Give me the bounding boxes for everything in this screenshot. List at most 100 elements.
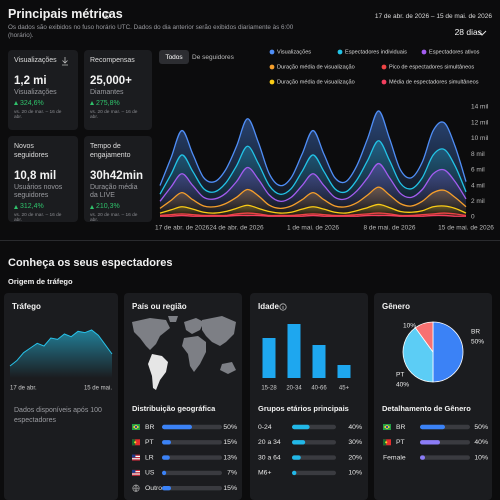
continent (182, 336, 206, 372)
tab-active[interactable] (159, 50, 189, 64)
up-arrow (14, 204, 18, 209)
bar-track (162, 440, 222, 445)
continent-highlight (148, 354, 168, 390)
x-tick-label: 15 de mai. (84, 386, 112, 392)
x-tick-label: 17 de abr. (10, 386, 37, 392)
metric-change-row: 275,8% (90, 100, 144, 107)
card (8, 136, 78, 222)
bar-track (292, 470, 336, 476)
metric-label: Visualizações (14, 88, 57, 96)
metric-card: Tempo de engajamento 30h42min Duração médi… (90, 143, 144, 223)
card (84, 136, 152, 222)
flag (385, 425, 389, 429)
row-value: 10% (474, 454, 488, 461)
flag (132, 469, 140, 472)
flag (132, 457, 140, 459)
download-icon[interactable] (62, 57, 68, 66)
info-icon[interactable] (279, 303, 287, 311)
line (159, 162, 467, 202)
flag (132, 454, 140, 456)
card (4, 293, 118, 500)
metric-title: Novos seguidores (14, 143, 49, 159)
bar (287, 324, 301, 378)
area (10, 330, 112, 378)
row-label: M6+ (258, 470, 271, 477)
metric-card: Novos seguidores 10,8 mil Usuários novos s… (14, 143, 70, 223)
continent (168, 316, 178, 322)
metric-change: 312,4% (20, 203, 44, 210)
y-tick-label: 12 mil (471, 119, 489, 126)
row-label: 0-24 (258, 424, 272, 431)
metric-label: Duração média da LIVE (90, 183, 138, 200)
legend-swatch (421, 49, 427, 55)
metric-title: Recompensas (90, 57, 135, 64)
tab[interactable]: Todos (165, 54, 183, 61)
row-value: 15% (223, 485, 237, 492)
page-title: Principais métricas (8, 7, 123, 21)
legend-label: Pico de espectadores simultâneos (389, 64, 474, 70)
continent (220, 362, 236, 374)
card-title: Idade (258, 302, 279, 311)
flag (132, 458, 140, 460)
legend-label: Duração média de visualização (277, 64, 355, 70)
legend-swatch (269, 49, 275, 55)
bar-track (162, 486, 222, 491)
globe-icon (132, 484, 140, 492)
period-select[interactable]: 28 dias (454, 27, 482, 37)
dropdown-caret[interactable] (477, 30, 487, 36)
pie-slice (414, 321, 434, 354)
x-tick-label: 8 de mai. de 2026 (363, 225, 415, 232)
bar (292, 440, 306, 445)
x-tick-label: 15 de mai. de 2026 (438, 225, 494, 232)
metric-title: Visualizações (14, 57, 57, 64)
metric-card: Visualizações 1,2 mi Visualizações 324,6% vs… (14, 57, 70, 120)
flag (132, 469, 136, 473)
info-icon[interactable] (102, 10, 111, 19)
y-tick-label: 14 mil (471, 104, 489, 111)
line (159, 140, 467, 195)
row-value: 40% (474, 439, 488, 446)
bar (337, 365, 351, 378)
x-tick-label: 17 de abr. de 2026 (155, 225, 210, 232)
row-label: 30 a 64 (258, 454, 281, 461)
world-map (132, 316, 236, 390)
pie-slice (432, 321, 464, 383)
pie-value-label: 40% (396, 382, 409, 389)
legend-swatch (337, 49, 343, 55)
table-title: Distribuição geográfica (132, 404, 216, 413)
row-value: 20% (348, 454, 362, 461)
bar (162, 470, 167, 476)
row-value: 7% (227, 470, 237, 477)
y-tick-label: 2 mil (471, 198, 485, 205)
legend-swatch (269, 79, 275, 85)
x-tick-label: 45+ (339, 386, 350, 392)
bar (292, 470, 297, 476)
legend-label: Espectadores individuais (345, 49, 407, 55)
metric-comparison: vs. 20 de mar. – 16 de abr. (90, 109, 138, 120)
line (159, 203, 467, 214)
flag (132, 439, 136, 446)
row-value: 40% (348, 424, 362, 431)
flag (132, 471, 140, 473)
metric-comparison: vs. 20 de mar. – 16 de abr. (14, 109, 62, 120)
flag (134, 441, 137, 444)
tab[interactable]: De seguidores (192, 54, 235, 61)
line (159, 110, 467, 187)
row-label: LR (145, 454, 154, 461)
metric-change-row: 210,3% (90, 203, 144, 210)
line (159, 212, 467, 217)
row-label: Female (383, 454, 406, 461)
row-label: BR (396, 424, 406, 431)
metric-change: 210,3% (96, 203, 120, 210)
row-value: 50% (223, 424, 237, 431)
bar (420, 440, 440, 445)
line (159, 214, 467, 217)
line (9, 329, 113, 367)
row-label: PT (145, 439, 154, 446)
section-subtitle: Origem de tráfego (8, 277, 73, 286)
flag (132, 454, 136, 458)
metric-title: Tempo de engajamento (90, 143, 131, 159)
legend-label: Espectadores ativos (429, 49, 480, 55)
date-range: 17 de abr. de 2026 – 15 de mai. de 2026 (374, 13, 492, 20)
row-label: BR (145, 424, 155, 431)
